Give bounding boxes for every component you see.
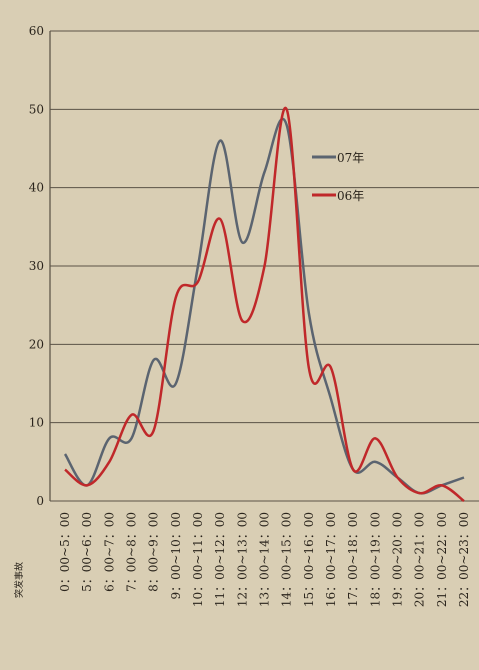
y-tick-label: 40 (29, 181, 44, 195)
y-tick-label: 0 (36, 494, 44, 508)
x-tick-label: 14：00~15：00 (280, 512, 294, 607)
y-tick-label: 30 (29, 259, 44, 273)
line-series (63, 117, 465, 495)
x-tick-label: 12：00~13：00 (235, 512, 249, 607)
x-tick-label: 7：00~8：00 (125, 512, 139, 592)
x-tick-label: 16：00~17：00 (324, 512, 338, 607)
x-tick-label: 10：00~11：00 (191, 512, 205, 607)
y-tick-label: 60 (29, 24, 44, 38)
x-tick-label: 18：00~19：00 (368, 512, 382, 607)
line-series (64, 106, 465, 503)
y-tick-label: 50 (29, 102, 44, 116)
x-tick-label: 21：00~22：00 (435, 512, 449, 607)
legend-label: 06年 (337, 189, 364, 203)
x-tick-label: 8：00~9：00 (147, 512, 161, 592)
x-tick-label: 17：00~18：00 (346, 512, 360, 607)
x-tick-label: 15：00~16：00 (302, 512, 316, 607)
x-tick-label: 0：00~5：00 (58, 512, 72, 592)
legend-label: 07年 (337, 151, 364, 165)
y-tick-label: 10 (29, 416, 44, 430)
x-tick-label: 13：00~14：00 (258, 512, 272, 607)
x-tick-label: 9：00~10：00 (169, 512, 183, 600)
x-tick-label: 11：00~12：00 (213, 512, 227, 607)
x-tick-label: 22：00~23：00 (457, 512, 471, 607)
x-tick-label: 20：00~21：00 (413, 512, 427, 607)
x-axis-label: 突发事故 (13, 562, 25, 598)
x-tick-label: 6：00~7：00 (102, 512, 116, 592)
x-tick-label: 5：00~6：00 (80, 512, 94, 592)
x-tick-label: 19：00~20：00 (391, 512, 405, 607)
y-tick-label: 20 (29, 337, 44, 351)
